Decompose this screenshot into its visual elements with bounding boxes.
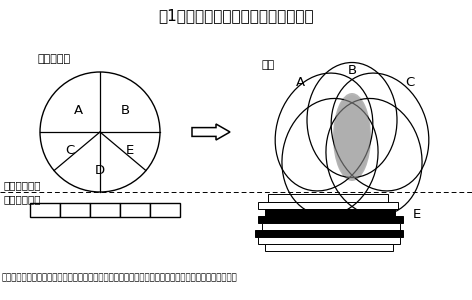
Text: 協業: 協業 [262,60,275,70]
Text: C: C [405,76,414,88]
Text: B: B [120,103,129,116]
Text: 領域ごとに「なわばり」があり、バラバラ　　領域は重なっていても、果たしている「役割」は異なる: 領域ごとに「なわばり」があり、バラバラ 領域は重なっていても、果たしている「役割… [2,274,238,283]
Text: E: E [126,143,134,157]
Bar [265,209,395,216]
Ellipse shape [333,93,371,181]
Text: 横から見ると: 横から見ると [4,194,42,204]
Text: A: A [295,76,304,88]
Bar [262,223,400,230]
Text: A: A [74,103,83,116]
Bar [265,244,393,251]
Text: 分立的分業: 分立的分業 [38,54,71,64]
Bar [255,230,403,237]
FancyArrow shape [192,124,230,140]
Text: D: D [95,164,105,176]
Text: D: D [289,208,299,220]
Bar [258,237,400,244]
Text: E: E [413,208,421,220]
Bar [30,203,60,217]
Text: 図1　「分立的分業」から「協業」へ: 図1 「分立的分業」から「協業」へ [158,8,314,23]
Bar [120,203,150,217]
Bar [268,194,388,202]
Bar [60,203,90,217]
Ellipse shape [334,95,370,179]
Bar [258,216,403,223]
Text: B: B [347,64,356,76]
Bar [90,203,120,217]
Text: C: C [66,143,75,157]
Text: 上から見ると: 上から見ると [4,180,42,190]
Bar [150,203,180,217]
Bar [258,202,398,209]
